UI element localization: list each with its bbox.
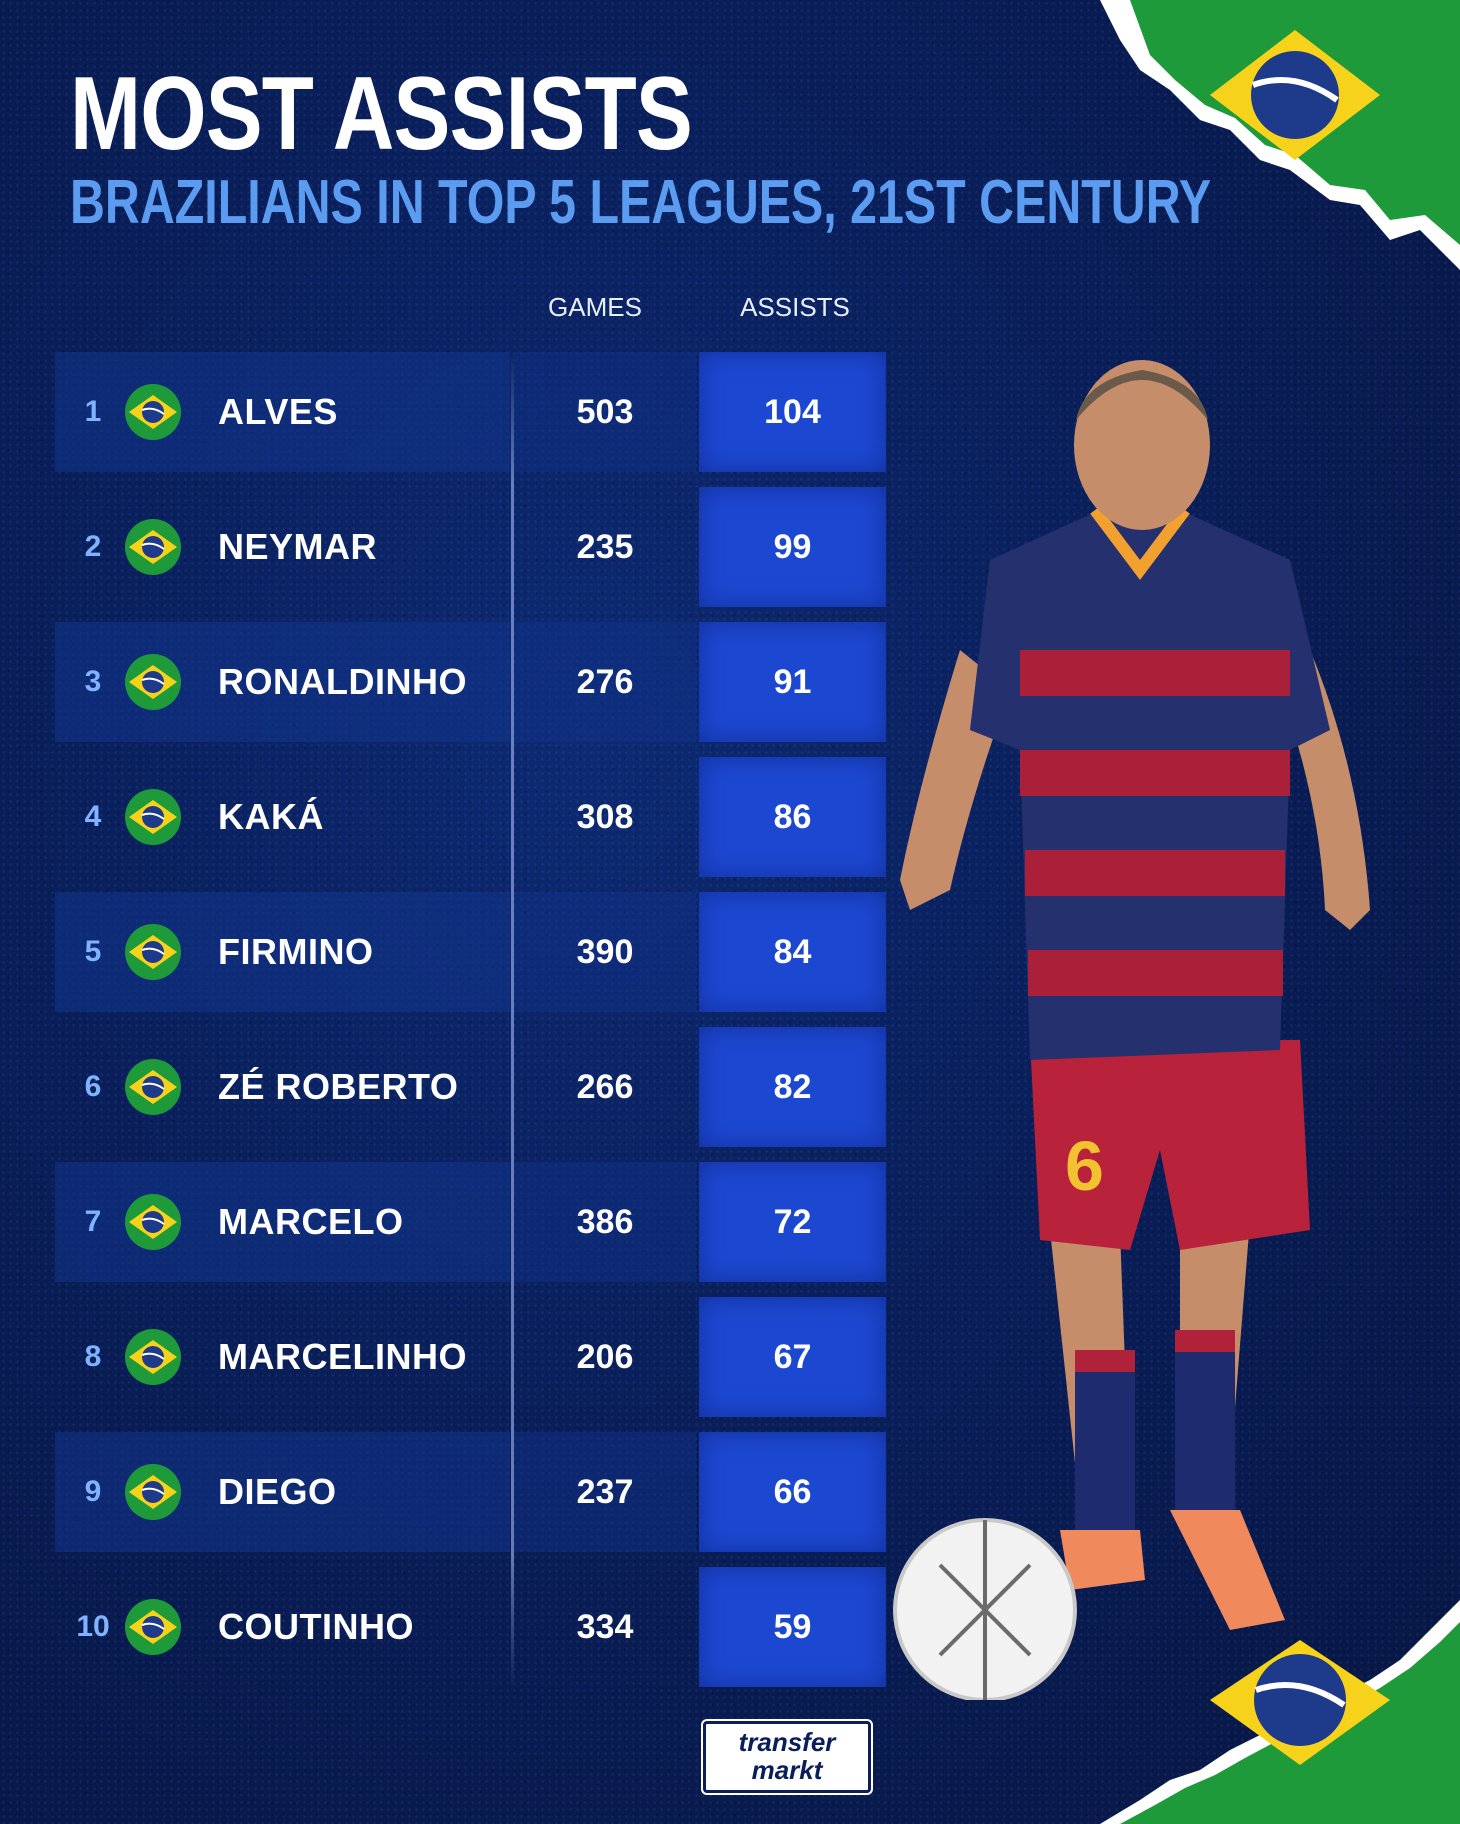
assists-cell: [699, 1162, 886, 1282]
player-name: ALVES: [218, 391, 338, 432]
rank-number: 3: [84, 665, 102, 698]
brazil-flag-icon: [125, 1194, 181, 1250]
rank-number: 6: [84, 1070, 102, 1103]
rank-number: 1: [84, 395, 102, 428]
table-row: 5 FIRMINO 390 84: [0, 892, 900, 1012]
rank-number: 7: [84, 1205, 102, 1238]
table-row: 2 NEYMAR 235 99: [0, 487, 900, 607]
rank-number: 10: [76, 1610, 110, 1643]
games-value: 334: [576, 1608, 634, 1646]
assists-value: 66: [773, 1473, 812, 1511]
games-value: 266: [576, 1068, 634, 1106]
brazil-flag-icon: [125, 1464, 181, 1520]
brazil-flag-icon: [125, 654, 181, 710]
assists-value: 67: [773, 1338, 812, 1376]
player-name: MARCELINHO: [218, 1336, 467, 1377]
svg-text:6: 6: [1065, 1127, 1104, 1205]
games-value: 235: [576, 528, 634, 566]
assists-value: 82: [773, 1068, 812, 1106]
rank-number: 4: [84, 800, 102, 833]
games-value: 276: [576, 663, 634, 701]
games-band: [514, 1432, 696, 1552]
table-row: 7 MARCELO 386 72: [0, 1162, 900, 1282]
rank-number: 8: [84, 1340, 102, 1373]
player-name: DIEGO: [218, 1471, 337, 1512]
player-name: FIRMINO: [218, 931, 374, 972]
assists-cell: [699, 1027, 886, 1147]
player-name: MARCELO: [218, 1201, 404, 1242]
brazil-flag-icon: [125, 924, 181, 980]
games-band: [514, 1162, 696, 1282]
brazil-flag-corner-top: [1100, 0, 1460, 270]
brazil-flag-icon: [125, 1059, 181, 1115]
assists-value: 86: [773, 798, 812, 836]
assists-value: 104: [764, 393, 821, 431]
brazil-flag-icon: [125, 789, 181, 845]
transfermarkt-logo: transfer markt: [703, 1721, 871, 1793]
brazil-flag-icon: [125, 519, 181, 575]
player-name: ZÉ ROBERTO: [218, 1066, 459, 1107]
assists-cell: [699, 757, 886, 877]
games-value: 206: [576, 1338, 634, 1376]
player-name: COUTINHO: [218, 1606, 414, 1647]
assists-cell: [699, 1432, 886, 1552]
player-name: RONALDINHO: [218, 661, 467, 702]
assists-cell: [699, 892, 886, 1012]
assists-cell: [699, 1567, 886, 1687]
assists-value: 91: [773, 663, 812, 701]
assists-cell: [699, 622, 886, 742]
assists-cell: [699, 1297, 886, 1417]
assists-value: 59: [773, 1608, 812, 1646]
assists-cell: [699, 487, 886, 607]
games-value: 503: [576, 393, 634, 431]
assists-cell: [699, 352, 886, 472]
logo-line-2: markt: [751, 1755, 823, 1785]
table-row: 1 ALVES 503 104: [0, 352, 900, 472]
assists-value: 72: [773, 1203, 812, 1241]
games-value: 386: [576, 1203, 634, 1241]
brazil-flag-corner-bottom: [1100, 1600, 1460, 1824]
assists-value: 99: [773, 528, 812, 566]
player-photo: 6: [893, 360, 1370, 1700]
rank-number: 2: [84, 530, 102, 563]
games-value: 308: [576, 798, 634, 836]
games-column-header: GAMES: [548, 292, 642, 322]
brazil-flag-icon: [125, 1329, 181, 1385]
table-row: 9 DIEGO 237 66: [0, 1432, 900, 1552]
table-row: 4 KAKÁ 308 86: [0, 757, 900, 877]
assists-value: 84: [773, 933, 812, 971]
games-band: [514, 892, 696, 1012]
games-value: 390: [576, 933, 634, 971]
table-row: 10 COUTINHO 334 59: [0, 1567, 900, 1687]
assists-column-header: ASSISTS: [740, 292, 850, 322]
page-title: MOST ASSISTS: [70, 56, 693, 172]
games-band: [514, 352, 696, 472]
column-divider: [511, 350, 514, 1690]
table-row: 6 ZÉ ROBERTO 266 82: [0, 1027, 900, 1147]
brazil-flag-icon: [125, 1599, 181, 1655]
logo-line-1: transfer: [738, 1727, 836, 1757]
player-name: KAKÁ: [218, 796, 324, 837]
games-band: [514, 622, 696, 742]
rank-number: 9: [84, 1475, 102, 1508]
player-name: NEYMAR: [218, 526, 378, 567]
table-row: 3 RONALDINHO 276 91: [0, 622, 900, 742]
table-row: 8 MARCELINHO 206 67: [0, 1297, 900, 1417]
games-value: 237: [576, 1473, 634, 1511]
rank-number: 5: [84, 935, 102, 968]
brazil-flag-icon: [125, 384, 181, 440]
page-subtitle: BRAZILIANS IN TOP 5 LEAGUES, 21ST CENTUR…: [70, 168, 1212, 237]
